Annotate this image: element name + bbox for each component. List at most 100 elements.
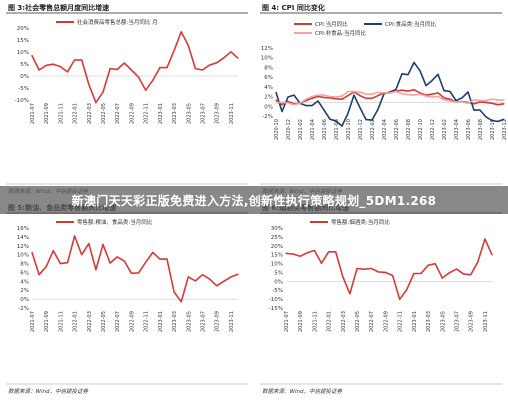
- x-tick-label: 2023-11: [229, 103, 235, 124]
- data-point: [292, 253, 294, 255]
- data-point: [305, 105, 307, 107]
- data-point: [470, 274, 472, 276]
- x-tick-label: 2021-04: [310, 119, 316, 140]
- data-point: [311, 95, 313, 98]
- data-point: [473, 109, 475, 111]
- data-point: [371, 97, 373, 99]
- x-tick-label: 2022-11: [144, 311, 150, 332]
- data-point: [479, 100, 481, 102]
- legend-label: 零售额:粮油、食品类:当月同比: [77, 218, 153, 226]
- data-point: [187, 276, 189, 278]
- data-point: [399, 298, 401, 300]
- data-point: [287, 100, 289, 103]
- y-tick-label: 20%: [271, 244, 283, 250]
- y-tick-label: 14%: [17, 235, 29, 241]
- x-tick-label: 2022-05: [101, 311, 107, 332]
- x-tick-label: 2022-11: [144, 103, 150, 124]
- data-point: [116, 68, 118, 71]
- y-tick-label: 25%: [271, 235, 283, 241]
- x-tick-label: 2023-03: [426, 311, 432, 332]
- data-point: [485, 116, 487, 118]
- data-point: [455, 268, 458, 270]
- x-tick-label: 2023-01: [158, 311, 164, 332]
- x-tick-label: 2021-06: [322, 119, 328, 140]
- data-point: [431, 80, 433, 82]
- data-point: [431, 93, 433, 95]
- y-tick-label: 4%: [20, 279, 29, 285]
- data-point: [377, 271, 379, 273]
- data-point: [187, 44, 189, 47]
- y-tick-label: 2%: [264, 95, 273, 101]
- data-point: [491, 254, 493, 256]
- data-point: [59, 263, 62, 265]
- x-tick-label: 2023-08: [478, 119, 484, 140]
- y-tick-label: 12%: [261, 46, 273, 52]
- x-tick-label: 2023-09: [215, 311, 221, 332]
- data-point: [95, 269, 97, 271]
- data-point: [130, 69, 132, 71]
- data-point: [299, 255, 301, 257]
- data-point: [455, 100, 457, 102]
- chart-title: 图 4: CPI 同比变化: [262, 3, 325, 12]
- data-point: [341, 98, 343, 100]
- chart-svg-food-retail: 图 5:粮油、食品类零售额同比增速零售额:粮油、食品类:当月同比16%14%12…: [6, 203, 248, 395]
- data-point: [491, 98, 493, 100]
- data-point: [74, 235, 76, 237]
- x-tick-label: 2022-09: [129, 311, 135, 332]
- data-point: [320, 262, 323, 264]
- data-point: [230, 51, 232, 53]
- x-tick-label: 2022-03: [87, 103, 93, 124]
- data-point: [109, 68, 111, 70]
- x-tick-label: 2021-11: [58, 103, 64, 124]
- data-point: [407, 94, 409, 96]
- x-tick-label: 2023-01: [158, 103, 164, 124]
- x-tick-label: 2023-07: [200, 311, 206, 332]
- data-point: [341, 95, 343, 97]
- y-tick-label: 0%: [274, 279, 283, 285]
- data-point: [52, 250, 54, 252]
- y-tick-label: 5%: [20, 62, 29, 68]
- legend-label: 零售额:烟酒类:当月同比: [331, 218, 390, 226]
- y-tick-label: 15%: [271, 253, 283, 259]
- x-tick-label: 2022-03: [341, 311, 347, 332]
- data-point: [467, 102, 469, 104]
- data-point: [31, 251, 33, 253]
- x-tick-label: 2023-11: [229, 311, 235, 332]
- data-point: [347, 90, 349, 93]
- data-point: [371, 93, 373, 95]
- data-point: [485, 100, 487, 102]
- x-tick-label: 2021-02: [298, 119, 304, 140]
- data-point: [431, 96, 433, 98]
- y-tick-label: 0%: [20, 74, 29, 80]
- data-point: [335, 98, 337, 100]
- y-tick-label: 30%: [271, 226, 283, 232]
- data-point: [209, 278, 211, 280]
- y-tick-label: 20%: [17, 26, 29, 32]
- x-tick-label: 2023-06: [466, 119, 472, 140]
- data-point: [395, 90, 397, 93]
- data-point: [335, 96, 337, 98]
- data-point: [88, 83, 90, 85]
- data-point: [401, 89, 403, 91]
- data-point: [503, 118, 505, 120]
- data-point: [237, 273, 239, 275]
- y-tick-label: -5%: [272, 288, 283, 294]
- data-point: [223, 57, 225, 59]
- data-point: [484, 238, 486, 240]
- data-point: [463, 273, 465, 275]
- data-point: [323, 94, 325, 96]
- data-point: [81, 59, 83, 61]
- data-point: [363, 268, 365, 270]
- data-point: [209, 64, 211, 66]
- x-tick-label: 2023-05: [440, 311, 446, 332]
- data-point: [230, 276, 232, 278]
- data-point: [335, 251, 337, 253]
- chart-title: 图 3:社会零售总额月度同比增速: [8, 3, 109, 12]
- data-point: [311, 97, 313, 99]
- data-point: [401, 93, 403, 95]
- data-point: [216, 62, 218, 64]
- chart-source: 数据来源：Wind，中信建投证券: [262, 388, 342, 395]
- data-point: [437, 73, 439, 75]
- chart-panel-tobacco-retail: 图 6:烟酒类零售额同比增速零售额:烟酒类:当月同比30%25%20%15%10…: [254, 200, 508, 400]
- data-point: [102, 91, 104, 93]
